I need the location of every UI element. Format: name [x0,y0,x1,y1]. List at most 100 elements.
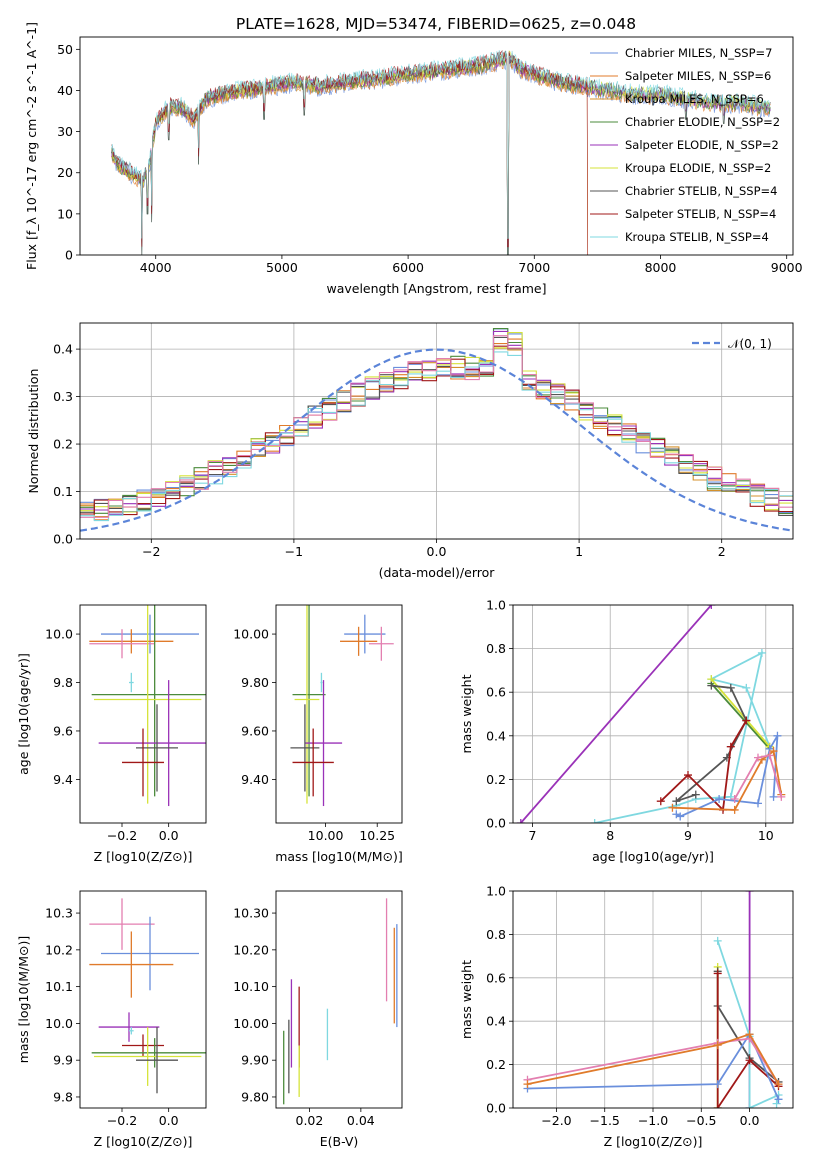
normal-curve [80,348,793,532]
spectrum-ytick-label: 10 [57,206,73,221]
age_vs_Z-xlabel: Z [log10(Z/Z⊙)] [94,849,193,864]
legend-label: Kroupa MILES, N_SSP=6 [625,92,764,106]
residuals-xtick-label: −2 [142,544,160,559]
weight_vs_Z-ytick-label: 0.8 [486,927,506,942]
weight_vs_Z-ytick-label: 0.2 [486,1057,506,1072]
spectrum-series-line [111,50,771,239]
weight_vs_age-frame [512,604,794,824]
weight-marker [656,797,665,806]
age_vs_mass-ytick-label: 9.60 [241,723,269,738]
weight_vs_age-panel: 7 8 9 10 0.0 0.2 0.4 0.6 0.8 1.0 age [log10(age/yr… [459,598,794,864]
weight-marker [777,792,786,801]
weight_vs_age-xtick-label: 7 [528,828,536,843]
weight_vs_Z-ytick-label: 1.0 [486,884,506,899]
weight_vs_Z-ytick-label: 0.0 [486,1101,506,1116]
age_vs_mass-ytick-label: 9.80 [241,675,269,690]
residuals-plot-area [80,328,793,532]
weight-marker [769,747,778,756]
age_vs_Z-xtick-label: −0.2 [107,828,137,843]
age_vs_mass-frame [275,604,403,824]
weight_vs_age-ytick-label: 0.4 [486,728,506,743]
weight-marker [754,753,762,762]
age_vs_Z-ytick-label: 9.4 [53,772,73,787]
weight_vs_age-ylabel: mass weight [459,674,474,753]
weight-marker [523,1080,532,1089]
weight-marker [757,648,766,657]
age_vs_mass-xtick-label: 10.25 [359,828,395,843]
legend-label: Chabrier STELIB, N_SSP=4 [625,184,777,198]
weight_vs_age-ytick-label: 0.0 [486,816,506,831]
weight-marker [774,1080,783,1089]
mass_vs_ebv-frame [275,890,403,1109]
weight_vs_Z-ylabel: mass weight [459,960,474,1039]
weight-marker [713,1104,722,1108]
weight-series-line [716,973,780,1108]
legend-label: Chabrier ELODIE, N_SSP=2 [625,115,780,129]
weight-marker [676,812,685,821]
residuals-ylabel: Normed distribution [26,369,41,494]
age_vs_mass-panel: 10.00 10.25 9.40 9.60 9.80 10.00 mass [log10(M… [233,604,403,864]
mass_vs_Z-panel: −0.2 0.0 9.8 9.9 10.0 10.1 10.2 10.3 Z [log10(Z/… [16,890,207,1149]
residuals-frame [79,322,794,540]
weight_vs_Z-xtick-label: 0.0 [740,1113,760,1128]
spectrum-panel: 4000 5000 6000 7000 8000 9000 0 10 20 30 40 50 wavel… [24,22,803,296]
weight-series-line [710,682,771,750]
weight-marker [713,969,722,978]
residuals-xtick-label: 2 [718,544,726,559]
weight_vs_Z-xlabel: Z [log10(Z/Z⊙)] [604,1134,703,1149]
weight-marker [668,803,677,812]
spectrum-plot-area [111,50,771,255]
spectrum-ytick-label: 50 [57,42,73,57]
weight_vs_age-plot-area [516,605,786,823]
weight_vs_Z-ytick-label: 0.6 [486,970,506,985]
weight-marker [707,681,716,690]
age_vs_mass-xlabel: mass [log10(M/M⊙)] [275,849,403,864]
mass_vs_Z-xtick-label: −0.2 [107,1113,137,1128]
weight-series-line [527,1032,780,1100]
weight-marker [590,819,599,823]
weight_vs_Z-frame [512,890,794,1109]
weight_vs_Z-panel: −2.0 −1.5 −1.0 −0.5 0.0 0.0 0.2 0.4 0.6 0.8 1.0 Z [… [459,884,794,1149]
residuals-ytick-label: 0.1 [53,484,73,499]
spectrum-xtick-label: 8000 [645,260,677,275]
age_vs_mass-ytick-label: 9.40 [241,772,269,787]
mass_vs_ebv-xtick-label: 0.02 [296,1113,324,1128]
spectrum-xtick-label: 5000 [266,260,298,275]
weight-marker [745,1056,754,1065]
weight_vs_age-xtick-label: 9 [684,828,692,843]
legend-label: Salpeter ELODIE, N_SSP=2 [625,138,779,152]
weight_vs_age-ytick-label: 0.6 [486,685,506,700]
mass_vs_Z-xlabel: Z [log10(Z/Z⊙)] [94,1134,193,1149]
weight-series-line [716,940,780,1108]
spectrum-xtick-label: 7000 [518,260,550,275]
spectrum-xtick-label: 4000 [140,260,172,275]
weight-series-line [520,605,712,823]
mass_vs_Z-ytick-label: 9.8 [53,1089,73,1104]
age_vs_Z-ylabel: age [log10(age/yr)] [16,653,31,775]
weight-marker [715,795,724,804]
weight-series-line [527,1037,780,1085]
weight-series-line [733,754,783,800]
spectrum-ytick-label: 20 [57,165,73,180]
weight_vs_age-xtick-label: 10 [758,828,774,843]
mass_vs_ebv-ytick-label: 10.10 [233,979,269,994]
residuals-ytick-label: 0.4 [53,342,73,357]
weight-marker [516,819,525,823]
legend-label: Salpeter MILES, N_SSP=6 [625,69,771,83]
spectrum-xtick-label: 9000 [771,260,803,275]
legend-label: Kroupa STELIB, N_SSP=4 [625,230,769,244]
weight-marker [730,805,739,814]
weight-marker [772,1099,781,1108]
residuals-ytick-label: 0.2 [53,437,73,452]
weight-marker [742,683,751,692]
age_vs_Z-frame [79,604,207,824]
mass_vs_ebv-xlabel: E(B-V) [320,1134,359,1149]
weight-marker [745,891,754,895]
spectrum-ytick-label: 0 [65,248,73,263]
residuals-xtick-label: 0.0 [427,544,447,559]
weight-series-line [527,1033,780,1085]
mass_vs_Z-ylabel: mass [log10(M/M⊙)] [16,936,31,1064]
weight-series-line [675,684,748,803]
mass_vs_Z-plot-area [89,898,206,1094]
residuals-panel: −2 −1 0.0 1 2 0.0 0.1 0.2 0.3 0.4 (data-model)/err… [26,322,794,580]
